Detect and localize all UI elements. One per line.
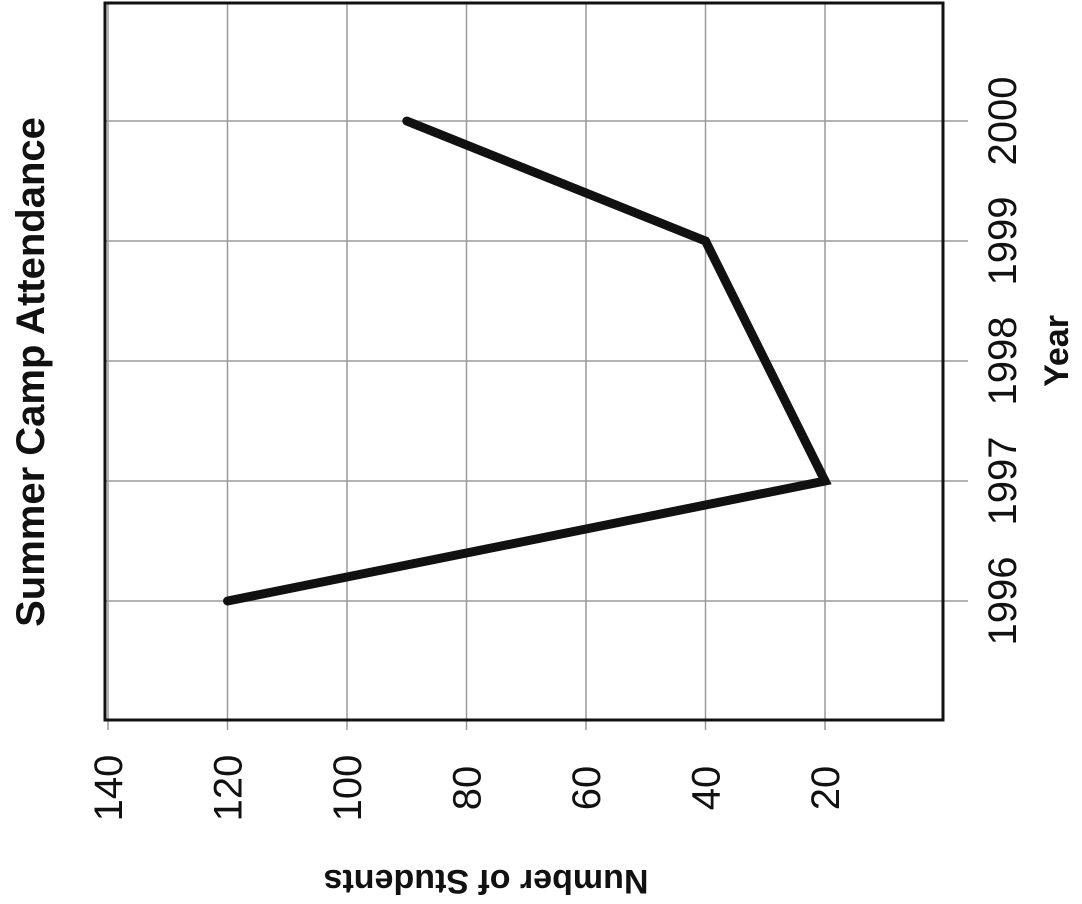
x-tick-labels: 1996 1997 1998 1999 2000 [981, 77, 1025, 646]
y-tick-label: 40 [685, 766, 729, 811]
y-tick-labels: 20 40 60 80 100 120 140 [87, 755, 848, 822]
x-tick-label: 1997 [981, 437, 1025, 526]
data-points [223, 116, 830, 606]
y-tick-label: 20 [804, 766, 848, 811]
grid-lines [105, 3, 968, 730]
x-tick-label: 2000 [981, 77, 1025, 166]
x-tick-label: 1999 [981, 197, 1025, 286]
y-tick-label: 140 [87, 755, 131, 822]
data-point [402, 116, 412, 126]
x-axis-title: Year [1038, 315, 1076, 387]
data-point [701, 236, 710, 246]
y-tick-label: 100 [326, 755, 370, 822]
x-tick-label: 1998 [981, 317, 1025, 406]
data-point [820, 476, 830, 486]
y-tick-label: 80 [446, 766, 490, 811]
data-point [223, 596, 232, 606]
y-axis-title: Number of Students [324, 862, 649, 900]
series-line [226, 116, 832, 606]
y-tick-label: 120 [207, 755, 251, 822]
y-tick-label: 60 [565, 766, 609, 811]
plot-frame [103, 1, 945, 722]
x-tick-label: 1996 [981, 557, 1025, 646]
chart-title: Summer Camp Attendance [9, 117, 53, 627]
